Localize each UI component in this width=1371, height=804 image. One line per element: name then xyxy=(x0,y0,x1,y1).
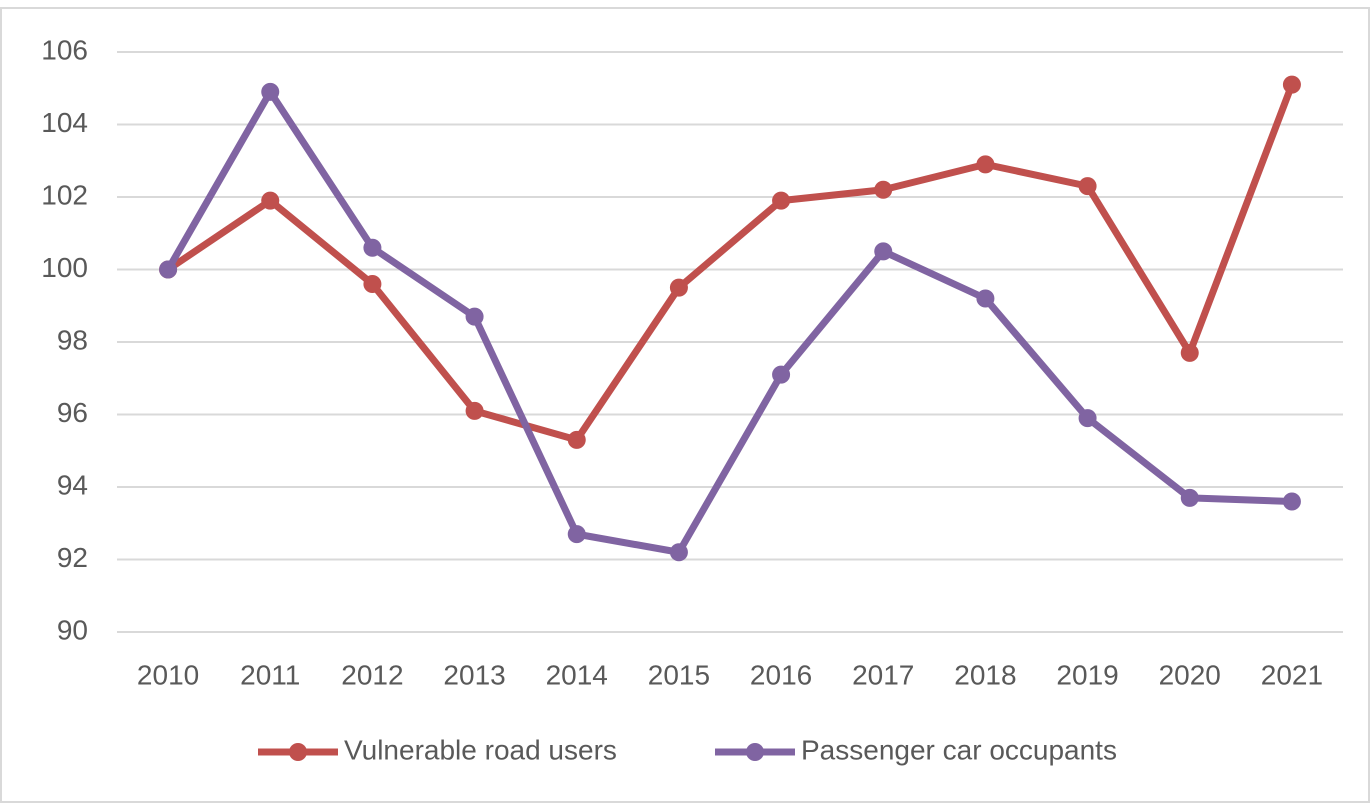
data-point xyxy=(669,543,688,562)
data-point xyxy=(669,278,688,297)
data-point xyxy=(874,242,893,261)
data-point xyxy=(874,180,893,199)
data-point xyxy=(772,191,791,210)
data-point xyxy=(1282,75,1301,94)
x-tick-label: 2014 xyxy=(546,659,608,690)
x-tick-label: 2019 xyxy=(1056,659,1118,690)
legend-label: Passenger car occupants xyxy=(801,734,1117,765)
y-tick-label: 90 xyxy=(57,614,88,645)
y-tick-label: 98 xyxy=(57,324,88,355)
data-point xyxy=(261,82,280,101)
y-tick-label: 100 xyxy=(41,252,88,283)
legend-marker xyxy=(746,743,764,761)
x-tick-label: 2010 xyxy=(137,659,199,690)
x-tick-label: 2013 xyxy=(443,659,505,690)
series-line xyxy=(166,83,1296,444)
y-tick-label: 94 xyxy=(57,469,88,500)
series-line xyxy=(165,88,1293,556)
x-tick-label: 2012 xyxy=(341,659,403,690)
data-point xyxy=(465,401,484,420)
x-tick-label: 2015 xyxy=(648,659,710,690)
data-point xyxy=(261,191,280,210)
data-point xyxy=(363,238,382,257)
x-tick-label: 2016 xyxy=(750,659,812,690)
y-tick-label: 92 xyxy=(57,542,88,573)
data-point xyxy=(567,525,586,544)
data-point xyxy=(465,307,484,326)
data-point xyxy=(1180,488,1199,507)
y-tick-label: 104 xyxy=(41,107,88,138)
x-tick-label: 2021 xyxy=(1261,659,1323,690)
legend-marker xyxy=(289,743,307,761)
data-point xyxy=(567,430,586,449)
data-point xyxy=(976,155,995,174)
chart-frame xyxy=(0,7,1370,803)
y-tick-label: 96 xyxy=(57,397,88,428)
data-point xyxy=(1282,492,1301,511)
data-point xyxy=(159,260,178,279)
legend-label: Vulnerable road users xyxy=(344,734,617,765)
x-tick-label: 2017 xyxy=(852,659,914,690)
y-tick-label: 102 xyxy=(41,179,88,210)
x-tick-label: 2018 xyxy=(954,659,1016,690)
data-point xyxy=(1078,409,1097,428)
data-point xyxy=(1180,343,1199,362)
data-point xyxy=(976,289,995,308)
data-point xyxy=(1078,177,1097,196)
x-tick-label: 2011 xyxy=(240,659,300,690)
data-point xyxy=(363,275,382,293)
data-point xyxy=(772,365,791,384)
y-tick-label: 106 xyxy=(41,34,88,65)
x-tick-label: 2020 xyxy=(1159,659,1221,690)
